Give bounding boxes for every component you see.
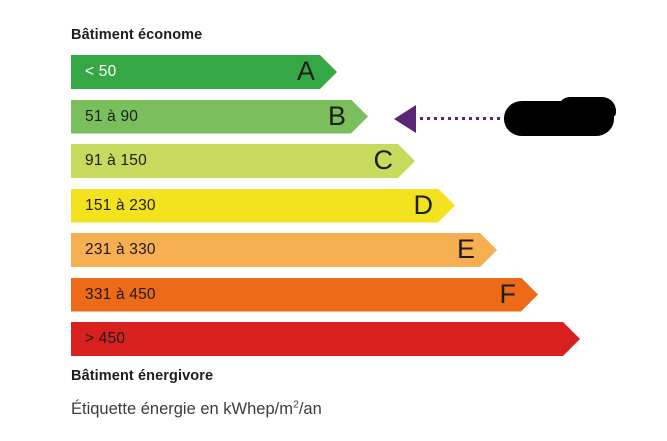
- energy-band-arrow-shape: [71, 144, 415, 178]
- energy-band-range-label: 231 à 330: [85, 241, 156, 258]
- energy-band-range-label: > 450: [85, 330, 126, 347]
- energy-band-arrow-shape: [71, 189, 455, 223]
- energy-band-letter: B: [327, 100, 346, 131]
- caption-energy-hungry-building: Bâtiment énergivore: [71, 368, 214, 384]
- energy-band-letter: D: [413, 189, 434, 220]
- energy-band-range-label: 151 à 230: [85, 196, 156, 214]
- legend-unit-prefix: Étiquette énergie en kWhep/m: [71, 400, 293, 418]
- energy-band-range-label: 91 à 150: [85, 152, 147, 169]
- energy-band-arrow-shape: [71, 55, 337, 89]
- energy-band-range-label: < 50: [85, 63, 117, 80]
- energy-band-arrow-shape: [71, 233, 497, 267]
- energy-band-arrow-shape: [71, 100, 368, 134]
- energy-band-e: 231 à 330 E: [71, 233, 497, 267]
- energy-band-d: 151 à 230 D: [71, 189, 455, 223]
- energy-band-f: 331 à 450 F: [71, 278, 538, 312]
- energy-band-arrow-shape: [71, 278, 538, 312]
- legend-unit-exponent: 2: [292, 398, 299, 411]
- caption-economical-building: Bâtiment économe: [71, 27, 203, 43]
- energy-band-a: < 50 A: [71, 55, 337, 89]
- legend-unit-suffix: /an: [298, 400, 322, 418]
- energy-band-c: 91 à 150 C: [71, 144, 415, 178]
- energy-band-b: 51 à 90 B: [71, 100, 368, 134]
- energy-band-g: > 450: [71, 322, 580, 356]
- energy-band-letter: F: [499, 278, 517, 309]
- energy-band-range-label: 51 à 90: [85, 107, 139, 125]
- legend-unit-label: Étiquette énergie en kWhep/m2/an: [71, 398, 322, 419]
- energy-band-arrow-shape: [71, 322, 580, 356]
- energy-band-letter: C: [373, 145, 394, 175]
- energy-band-letter: A: [296, 56, 315, 86]
- energy-band-range-label: 331 à 450: [85, 285, 156, 303]
- energy-band-letter: E: [456, 234, 475, 264]
